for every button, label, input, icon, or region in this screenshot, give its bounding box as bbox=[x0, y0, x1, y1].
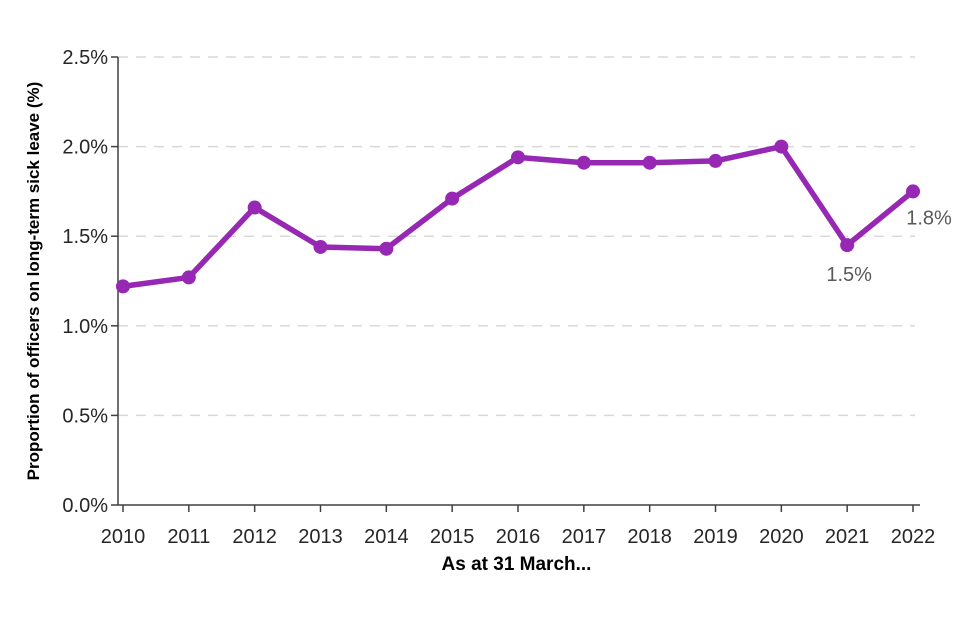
x-tick-label: 2010 bbox=[101, 526, 146, 548]
x-tick-label: 2015 bbox=[430, 526, 475, 548]
x-tick-label: 2012 bbox=[232, 526, 277, 548]
data-point-label: 1.5% bbox=[826, 264, 872, 286]
data-point-marker bbox=[774, 139, 789, 154]
data-point-marker bbox=[906, 184, 920, 199]
y-axis-title: Proportion of officers on long-term sick… bbox=[24, 81, 43, 481]
data-point-label: 1.8% bbox=[906, 207, 952, 229]
data-point-marker bbox=[313, 239, 328, 254]
series-line bbox=[120, 143, 916, 290]
data-point-marker bbox=[247, 200, 262, 215]
data-point-marker bbox=[445, 191, 460, 206]
x-tick-label: 2020 bbox=[759, 526, 804, 548]
x-axis-title: As at 31 March... bbox=[441, 554, 592, 575]
data-point-marker bbox=[181, 270, 196, 285]
y-tick-label: 1.5% bbox=[62, 226, 108, 248]
x-tick-label: 2016 bbox=[496, 526, 541, 548]
x-tick-label: 2022 bbox=[891, 526, 936, 548]
y-tick-label: 2.0% bbox=[62, 137, 108, 159]
x-tick-label: 2011 bbox=[167, 526, 210, 548]
y-tick-label: 0.5% bbox=[62, 405, 108, 427]
x-tick-label: 2017 bbox=[562, 526, 607, 548]
y-tick-label: 0.0% bbox=[62, 495, 108, 517]
x-tick-label: 2014 bbox=[364, 526, 409, 548]
data-point-marker bbox=[576, 155, 591, 170]
y-tick-label: 1.0% bbox=[62, 316, 108, 338]
data-point-marker bbox=[840, 238, 855, 253]
data-point-marker bbox=[116, 279, 130, 294]
data-point-marker bbox=[708, 153, 723, 168]
data-point-marker bbox=[379, 241, 394, 256]
x-tick-label: 2019 bbox=[693, 526, 738, 548]
y-tick-label: 2.5% bbox=[62, 47, 108, 69]
x-tick-label: 2018 bbox=[627, 526, 672, 548]
x-tick-label: 2021 bbox=[825, 526, 870, 548]
x-tick-label: 2013 bbox=[298, 526, 343, 548]
data-point-marker bbox=[642, 155, 657, 170]
data-point-marker bbox=[511, 150, 525, 165]
